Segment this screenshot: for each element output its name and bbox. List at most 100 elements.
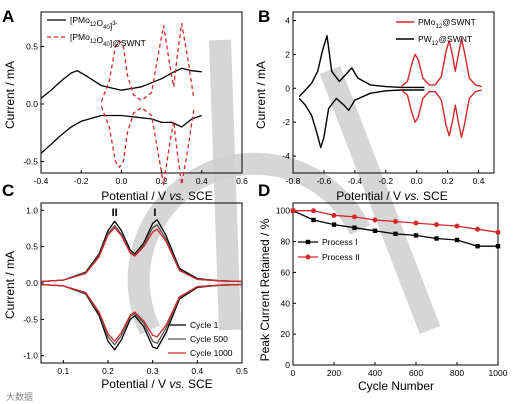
y-tick-label: 0.5 [26,242,38,252]
panel-c: C 0.1 0.2 0.3 0.4 0.5-1.0-0.50.00.51.0 II ICyc… [2,181,248,391]
x-tick-label: 0.0 [411,176,423,186]
legend-label-2: [PMo12O40]@SWNT [70,32,146,48]
panel-c-ylabel: Current / mA [3,251,17,319]
legend-label-3: Cycle 1000 [190,348,233,358]
y-tick-label: -4 [282,151,290,161]
axes-frame [292,202,499,366]
y-tick-label: 0.0 [26,99,38,109]
data-point [311,217,316,223]
y-tick-label: -2 [282,117,290,127]
y-tick-label: 1.0 [26,205,38,215]
x-tick-label: 400 [368,368,382,378]
x-tick-label: 0 [291,368,296,378]
data-point [311,208,316,214]
legend-marker-1 [305,239,311,245]
data-point [495,229,501,235]
x-tick-label: 0.4 [196,176,208,186]
y-tick-label: 60 [281,267,291,277]
data-point [434,236,439,241]
data-point [454,237,460,243]
x-tick-label: 200 [327,368,341,378]
y-tick-label: -1.0 [23,351,38,361]
data-point [331,212,337,218]
data-point [352,225,357,230]
panel-c-plot-area: 0.1 0.2 0.3 0.4 0.5-1.0-0.50.00.51.0 II ICycle… [23,202,248,376]
y-tick-label: 0 [285,83,290,93]
x-tick-label: 0.1 [57,366,69,376]
axes-frame [292,11,495,174]
x-tick-label: -0.2 [378,176,393,186]
watermark-stroke-vertical [209,39,241,331]
y-tick-label: 2 [285,49,290,59]
x-tick-label: 600 [409,368,423,378]
series-cathodic-3 [40,283,243,342]
data-point [393,231,398,237]
y-tick-label: 100 [276,206,290,216]
panel-b-ylabel: Current / mA [254,61,268,129]
panel-b-plot-area: -0.8 -0.6 -0.4 -0.2 0.0 0.2 0.4 -4 -2 0 2 4 PMo12@SW… [282,11,495,186]
series-cathodic-1 [40,283,243,351]
watermark-stroke-diagonal [319,66,441,334]
panel-a-xlabel: Potential / V vs. SCE [101,189,212,203]
watermark-arc [127,152,370,335]
x-tick-label: 1000 [489,368,508,378]
y-tick-label: 0 [285,360,290,370]
series-anodic-1 [40,219,243,283]
panel-d-xlabel: Cycle Number [358,379,434,393]
data-point [290,208,296,214]
panel-b: B -0.8 -0.6 -0.4 -0.2 0.0 0.2 0.4 -4 -2 0 2 4 PMo12@… [254,7,495,203]
panel-d-ylabel: Peak Current Retained / % [258,218,272,361]
legend-marker-2 [305,254,311,260]
series-line-3 [100,22,195,102]
data-point [434,222,439,228]
peak-label-1: II [112,207,118,219]
data-point [372,228,378,233]
data-point [495,244,501,249]
watermark-label: 大数据 [6,391,33,402]
data-point [331,222,337,227]
series-line-4 [400,89,482,139]
panel-c-xlabel: Potential / V vs. SCE [101,377,212,391]
axes-frame [40,11,243,174]
panel-a-letter: A [2,7,14,26]
x-tick-label: -0.8 [286,176,301,186]
series-line-1 [40,67,202,99]
panel-d-letter: D [258,181,270,200]
series-line-4 [100,106,195,186]
y-tick-label: 4 [285,15,290,25]
x-tick-label: 0.4 [191,366,203,376]
x-tick-label: 0.2 [156,176,168,186]
y-tick-label: -0.5 [23,314,38,324]
panel-a-plot-area: -0.4 -0.2 0.0 0.2 0.4 0.6 -0.5 0.0 0.5 [PMo12O40]… [23,11,248,186]
y-tick-label: 80 [281,237,291,247]
x-tick-label: -0.4 [348,176,363,186]
x-tick-label: 800 [450,368,464,378]
panel-d: D 0 200 400 600 800 1000 0 20 40 60 80 100 Process I… [258,181,508,393]
x-tick-label: 0.5 [236,366,248,376]
legend-label-2: PW12@SWNT [418,34,472,47]
x-tick-label: 0.2 [442,176,454,186]
data-point [475,244,480,249]
data-point [413,233,419,238]
panel-a: A -0.4 -0.2 0.0 0.2 0.4 0.6 -0.5 0.0 0.5 [PMo12O4… [2,7,248,203]
series-line-1 [298,35,425,98]
y-tick-label: 0.5 [26,42,38,52]
y-tick-label: 20 [281,329,291,339]
data-point [454,223,460,229]
series-line-3 [400,38,482,88]
peak-label-2: I [153,207,156,219]
series-anodic-3 [40,227,243,283]
panel-b-letter: B [258,7,270,26]
x-tick-label: 0.4 [473,176,485,186]
legend-label-1: Process I [322,237,357,247]
data-point [393,219,398,225]
panel-b-xlabel: Potential / V vs. SCE [336,189,447,203]
x-tick-label: 0.2 [102,366,114,376]
series-line-2 [298,89,425,149]
data-point [372,217,378,223]
panel-c-letter: C [2,181,14,200]
x-tick-label: 0.0 [115,176,127,186]
y-tick-label: -0.5 [23,157,38,167]
x-tick-label: -0.4 [34,176,49,186]
